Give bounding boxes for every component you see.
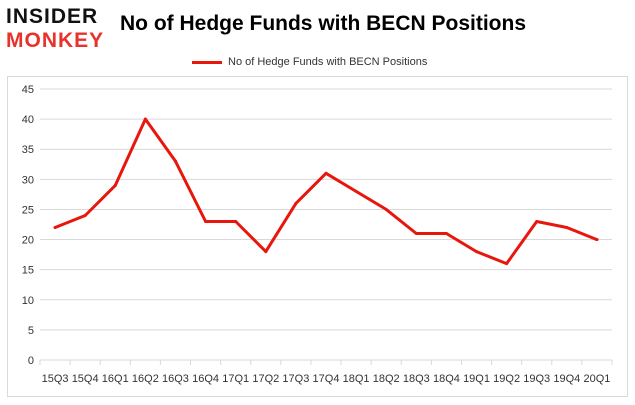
plot-frame (7, 76, 628, 397)
y-tick-label: 30 (22, 174, 34, 186)
data-point (535, 219, 539, 223)
x-tick-label: 16Q4 (192, 373, 219, 385)
y-tick-label: 20 (22, 235, 34, 247)
y-tick-label: 40 (22, 114, 34, 126)
y-tick-label: 0 (28, 355, 34, 367)
y-tick-label: 10 (22, 295, 34, 307)
data-point (595, 238, 599, 242)
legend-label: No of Hedge Funds with BECN Positions (228, 56, 428, 68)
data-point (324, 171, 328, 175)
x-tick-label: 18Q1 (343, 373, 370, 385)
chart-title: No of Hedge Funds with BECN Positions (120, 12, 526, 35)
data-point (505, 262, 509, 266)
legend-swatch (192, 60, 222, 64)
x-tick-label: 17Q3 (282, 373, 309, 385)
y-tick-label: 35 (22, 144, 34, 156)
x-tick-label: 19Q1 (463, 373, 490, 385)
logo-bottom-text: MONKEY (6, 29, 105, 52)
data-point (444, 232, 448, 236)
x-tick-label: 18Q3 (403, 373, 430, 385)
series-line (53, 117, 599, 266)
x-tick-label: 20Q1 (583, 373, 610, 385)
y-tick-label: 25 (22, 204, 34, 216)
data-point (234, 219, 238, 223)
x-tick-label: 19Q4 (553, 373, 580, 385)
x-tick-label: 15Q3 (42, 373, 69, 385)
chart-legend: No of Hedge Funds with BECN Positions (192, 52, 427, 72)
x-tick-label: 18Q2 (373, 373, 400, 385)
logo-top-text: INSIDER (6, 5, 99, 28)
y-tick-label: 45 (22, 84, 34, 96)
data-point (83, 213, 87, 217)
x-tick-label: 16Q3 (162, 373, 189, 385)
x-tick-label: 19Q3 (523, 373, 550, 385)
data-point (414, 232, 418, 236)
x-tick-label: 17Q4 (313, 373, 340, 385)
data-point (565, 226, 569, 230)
x-tick-label: 19Q2 (493, 373, 520, 385)
data-point (143, 117, 147, 121)
x-tick-label: 17Q1 (222, 373, 249, 385)
x-tick-label: 18Q4 (433, 373, 460, 385)
y-tick-label: 15 (22, 265, 34, 277)
x-tick-label: 17Q2 (252, 373, 279, 385)
x-tick-label: 15Q4 (72, 373, 99, 385)
data-point (475, 250, 479, 254)
data-point (113, 183, 117, 187)
x-tick-label: 16Q2 (132, 373, 159, 385)
data-point (264, 250, 268, 254)
data-point (53, 226, 57, 230)
insider-monkey-logo: INSIDER MONKEY (6, 5, 114, 52)
data-point (204, 219, 208, 223)
data-point (173, 159, 177, 163)
data-point (384, 207, 388, 211)
data-point (294, 201, 298, 205)
x-tick-label: 16Q1 (102, 373, 129, 385)
data-point (354, 189, 358, 193)
y-tick-label: 5 (28, 325, 34, 337)
